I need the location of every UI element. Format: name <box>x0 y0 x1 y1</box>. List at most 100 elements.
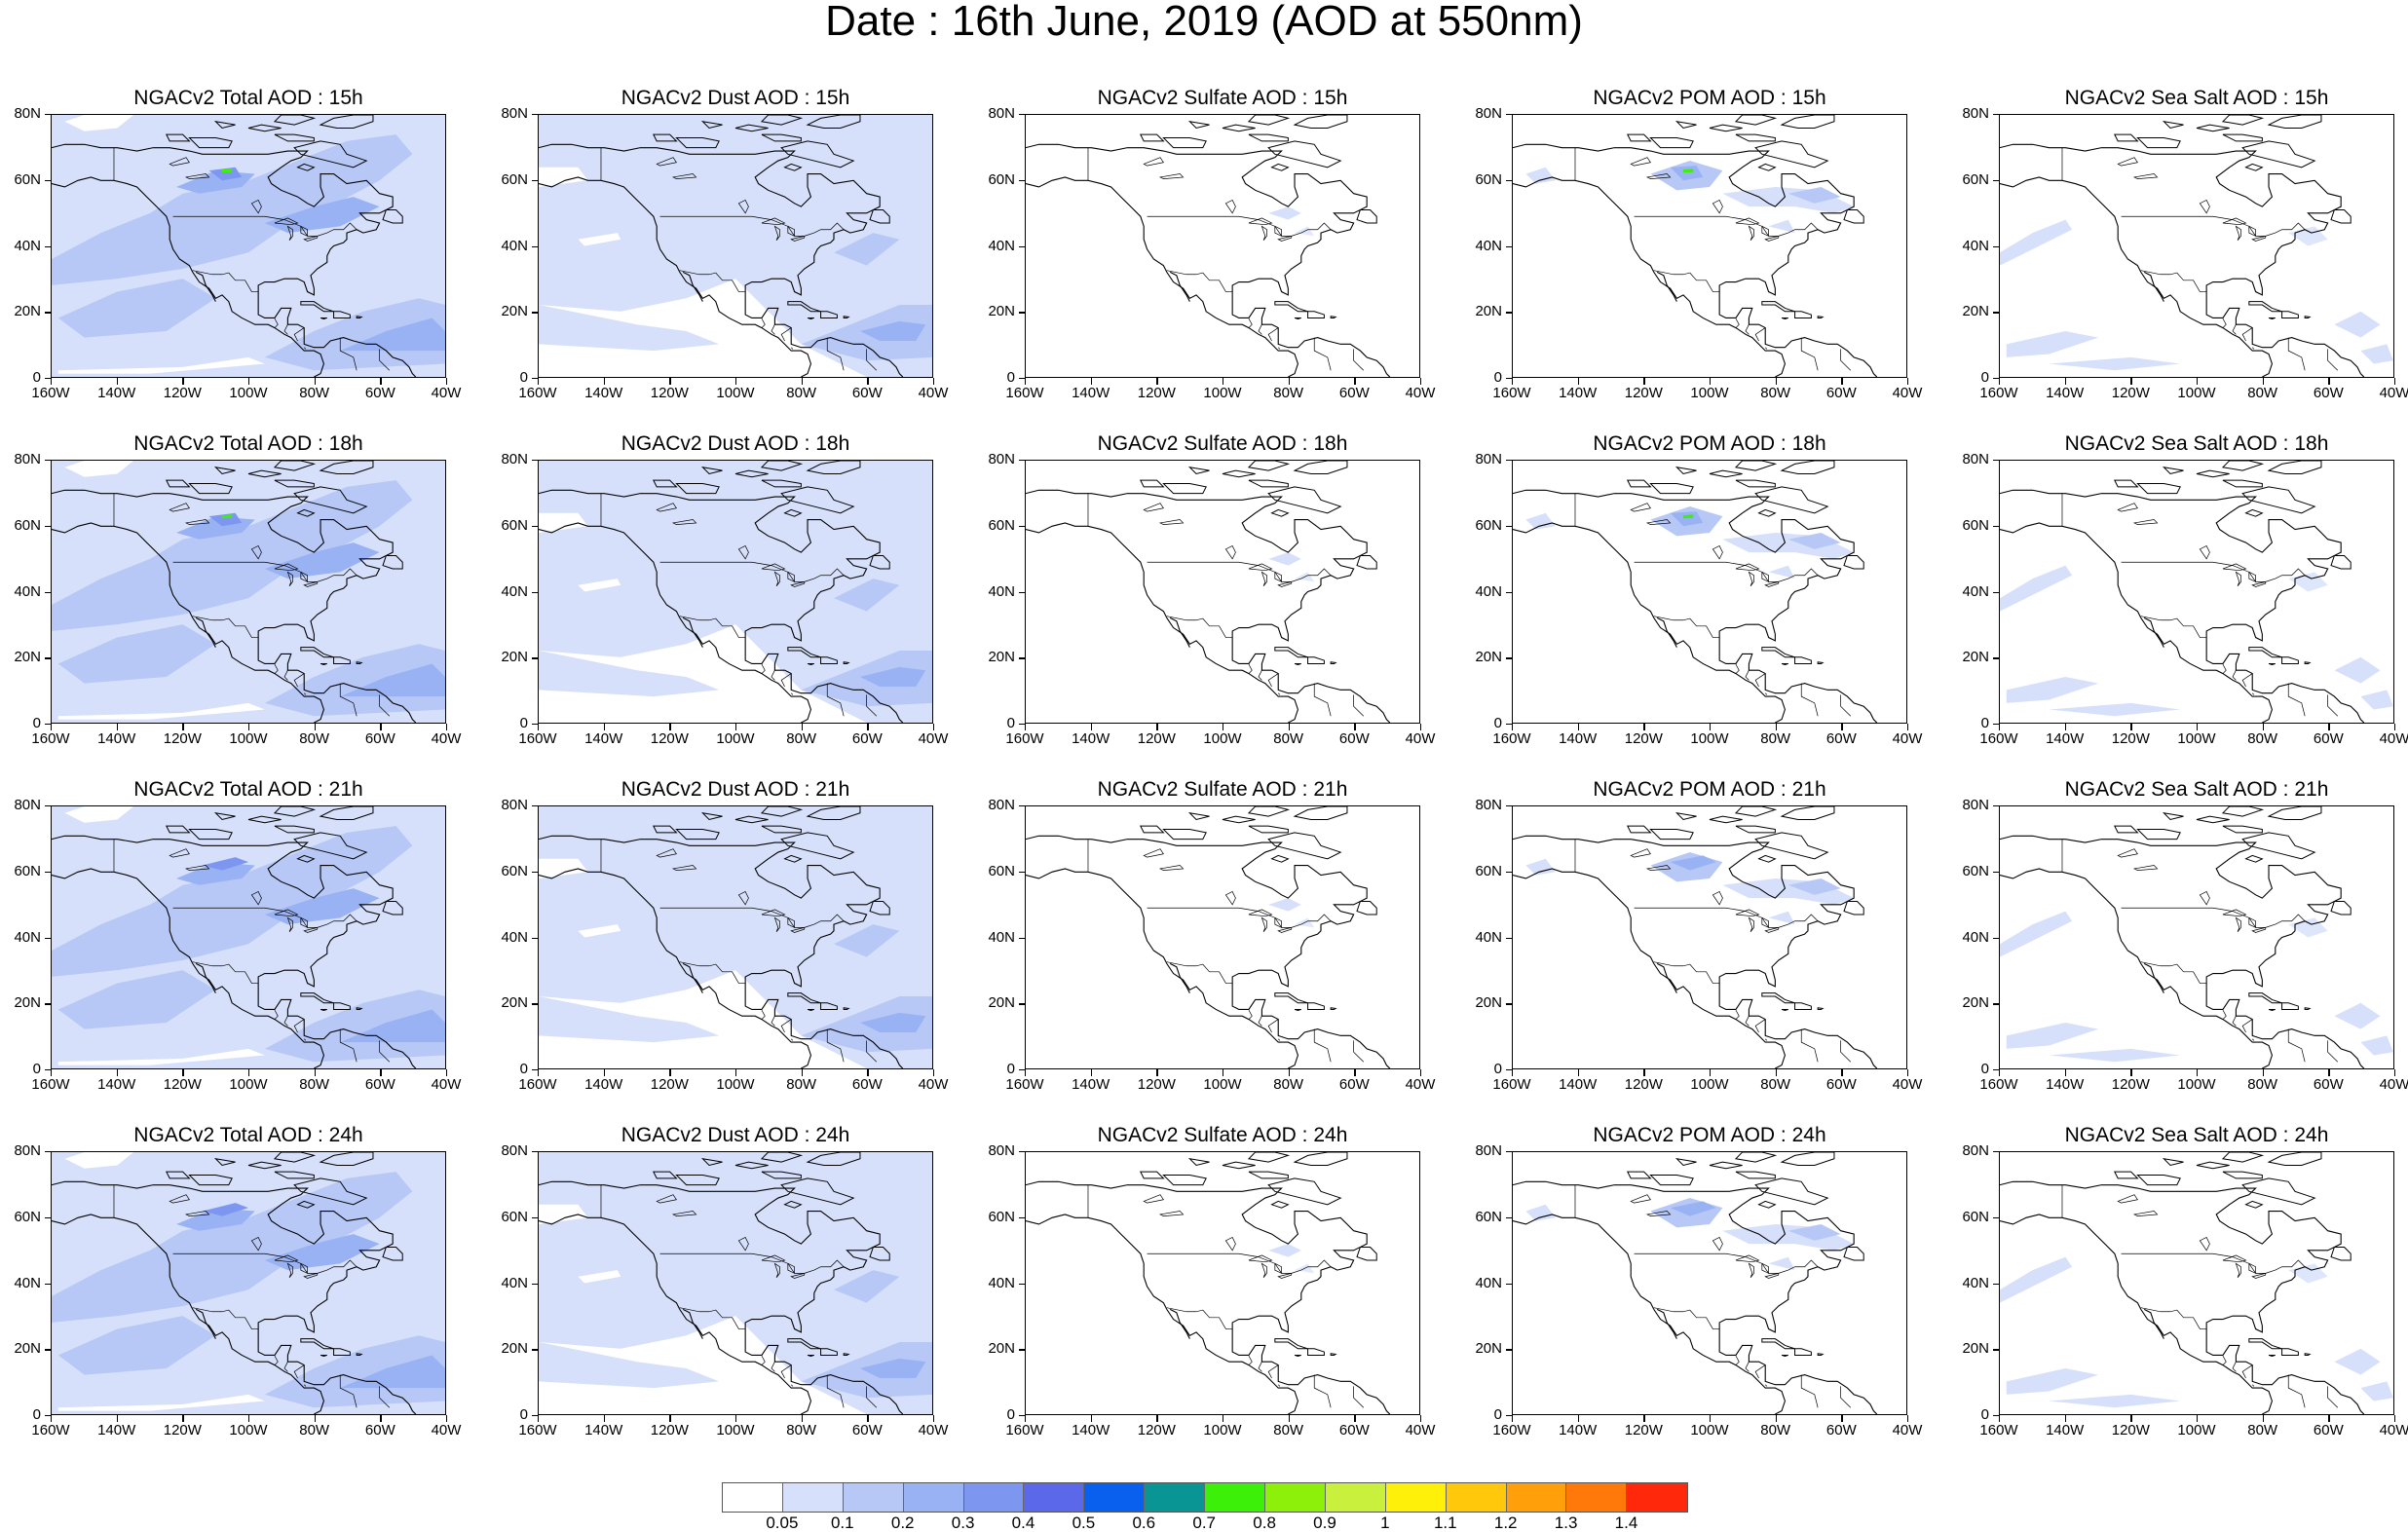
colorbar-label: 1 <box>1380 1513 1390 1532</box>
lon-tick-mark <box>1841 724 1843 730</box>
lon-tick-label: 40W <box>431 385 462 401</box>
lat-tick-mark <box>45 805 51 807</box>
aod-field-svg <box>1513 1152 1878 1414</box>
aod-field-svg <box>1026 806 1391 1068</box>
lat-tick-label: 20N <box>988 1340 1015 1358</box>
colorbar-label: 0.1 <box>830 1513 854 1532</box>
lat-tick-mark <box>1506 1151 1512 1153</box>
lon-tick-label: 100W <box>1690 385 1729 401</box>
aod-map <box>51 1151 446 1415</box>
lat-tick-label: 0 <box>1006 1406 1015 1423</box>
lon-tick-label: 140W <box>97 1422 136 1439</box>
aod-field-svg <box>2000 1152 2393 1414</box>
lon-tick-label: 100W <box>1690 1422 1729 1439</box>
lon-tick-label: 100W <box>716 385 755 401</box>
lon-tick-mark <box>1288 378 1291 385</box>
lon-tick-label: 80W <box>2247 730 2278 747</box>
lat-tick-mark <box>1993 1151 1999 1153</box>
map-panel-pom-21h: NGACv2 POM AOD : 21h 80N 60N 40N 20N 0 160W 140… <box>1461 777 1948 1121</box>
lat-tick-label: 0 <box>32 369 41 386</box>
lat-tick-mark <box>1993 871 1999 874</box>
lat-tick-label: 80N <box>1962 451 1989 467</box>
lon-tick-label: 160W <box>1979 730 2018 747</box>
lat-tick-mark <box>1993 1349 1999 1351</box>
lon-tick-mark <box>182 724 184 730</box>
lat-tick-label: 60N <box>14 862 41 879</box>
lon-tick-mark <box>1775 378 1778 385</box>
lat-tick-label: 40N <box>1475 582 1502 600</box>
aod-field-svg <box>1513 806 1878 1068</box>
lat-tick-label: 20N <box>14 303 41 320</box>
colorbar-swatch <box>723 1483 783 1512</box>
lon-tick-label: 40W <box>1405 385 1436 401</box>
lon-tick-label: 120W <box>650 385 689 401</box>
map-panel-seasalt-21h: NGACv2 Sea Salt AOD : 21h 80N 60N 40N 20N 0 16… <box>1948 777 2408 1121</box>
lon-tick-mark <box>1577 1069 1580 1076</box>
lon-tick-label: 100W <box>229 1076 268 1093</box>
lon-tick-label: 100W <box>229 385 268 401</box>
lat-tick-mark <box>45 657 51 659</box>
panel-title: NGACv2 POM AOD : 24h <box>1593 1124 1826 1146</box>
lat-tick-mark <box>45 312 51 314</box>
lat-tick-mark <box>1506 1069 1512 1071</box>
lon-tick-label: 120W <box>650 1076 689 1093</box>
lat-tick-label: 40N <box>501 928 528 946</box>
lat-tick-label: 80N <box>501 451 528 467</box>
lat-tick-mark <box>1506 724 1512 726</box>
lon-tick-label: 80W <box>299 730 330 747</box>
lon-tick-mark <box>1354 1415 1356 1422</box>
lat-tick-label: 0 <box>519 369 528 386</box>
lon-tick-mark <box>2064 1415 2067 1422</box>
lat-tick-mark <box>532 805 538 807</box>
panel-title: NGACv2 Dust AOD : 24h <box>621 1124 850 1146</box>
lon-tick-label: 140W <box>97 730 136 747</box>
lat-tick-mark <box>532 871 538 874</box>
lon-tick-label: 40W <box>2379 730 2408 747</box>
colorbar-swatch <box>903 1483 964 1512</box>
lon-tick-mark <box>735 378 737 385</box>
lon-tick-mark <box>1090 724 1093 730</box>
lat-tick-mark <box>1506 525 1512 528</box>
lon-tick-mark <box>2394 378 2396 385</box>
lat-tick-mark <box>1506 312 1512 314</box>
colorbar-swatch <box>1084 1483 1146 1512</box>
lat-tick-mark <box>1019 1216 1025 1219</box>
lat-tick-label: 20N <box>14 649 41 666</box>
lat-tick-label: 40N <box>1962 1274 1989 1291</box>
lat-tick-label: 40N <box>1962 928 1989 946</box>
panel-title: NGACv2 POM AOD : 18h <box>1593 432 1826 455</box>
lon-tick-label: 40W <box>2379 1422 2408 1439</box>
lon-tick-label: 120W <box>2111 385 2150 401</box>
lat-tick-mark <box>1019 525 1025 528</box>
lon-tick-label: 40W <box>1892 730 1923 747</box>
lat-tick-mark <box>1993 114 1999 116</box>
lon-tick-mark <box>933 1415 935 1422</box>
lon-tick-label: 100W <box>716 730 755 747</box>
aod-map <box>1999 460 2394 724</box>
lon-tick-mark <box>182 1069 184 1076</box>
panel-title: NGACv2 Total AOD : 18h <box>133 432 363 455</box>
lat-tick-mark <box>532 1216 538 1219</box>
map-panel-dust-21h: NGACv2 Dust AOD : 21h 80N 60N 40N 20N 0 160W 14… <box>487 777 974 1121</box>
lat-tick-mark <box>45 245 51 247</box>
lon-tick-mark <box>1907 1415 1909 1422</box>
figure-title: Date : 16th June, 2019 (AOD at 550nm) <box>825 0 1583 45</box>
lon-tick-mark <box>248 1069 250 1076</box>
lon-tick-label: 80W <box>2247 1422 2278 1439</box>
panel-title: NGACv2 Dust AOD : 15h <box>621 87 850 109</box>
lon-tick-label: 100W <box>1690 730 1729 747</box>
lon-tick-label: 100W <box>2177 730 2216 747</box>
aod-map <box>538 1151 933 1415</box>
panel-title: NGACv2 Sulfate AOD : 18h <box>1097 432 1348 455</box>
lon-tick-mark <box>2262 724 2265 730</box>
lat-tick-label: 60N <box>1475 862 1502 879</box>
lat-tick-label: 80N <box>14 1142 41 1159</box>
lon-tick-mark <box>2328 378 2330 385</box>
lon-tick-mark <box>2197 1415 2199 1422</box>
lon-tick-mark <box>1999 1069 2001 1076</box>
lat-tick-mark <box>1019 871 1025 874</box>
colorbar-label: 1.2 <box>1493 1513 1518 1532</box>
map-panel-seasalt-24h: NGACv2 Sea Salt AOD : 24h 80N 60N 40N 20N 0 16… <box>1948 1123 2408 1467</box>
lat-tick-mark <box>45 378 51 380</box>
lon-tick-label: 60W <box>1338 730 1370 747</box>
